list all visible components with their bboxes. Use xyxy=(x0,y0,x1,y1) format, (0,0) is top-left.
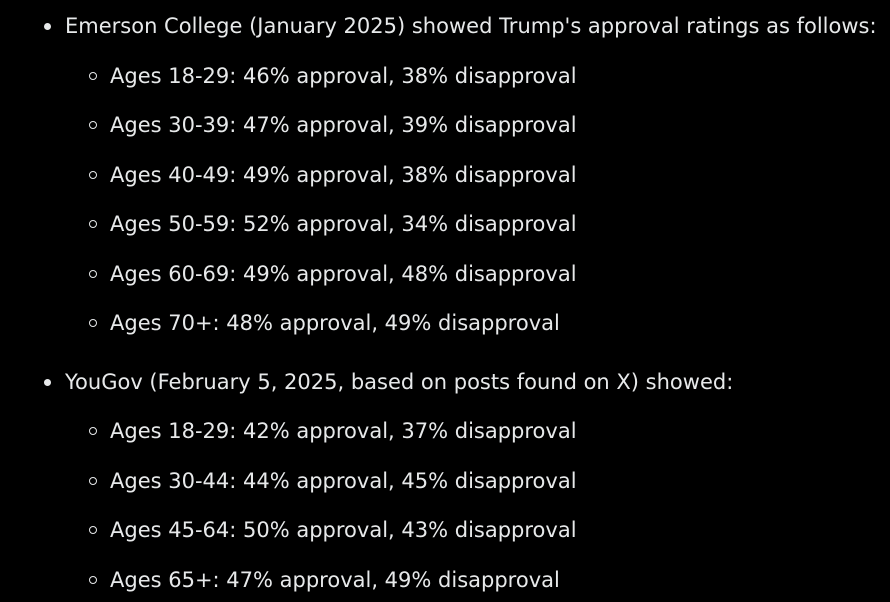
list-item-text: Ages 30-44: 44% approval, 45% disapprova… xyxy=(110,469,577,493)
poll-heading-text: YouGov (February 5, 2025, based on posts… xyxy=(65,370,734,394)
poll-heading-text: Emerson College (January 2025) showed Tr… xyxy=(65,14,877,38)
list-item-text: Ages 70+: 48% approval, 49% disapproval xyxy=(110,311,560,335)
list-item: Ages 45-64: 50% approval, 43% disapprova… xyxy=(0,517,577,543)
list-item-text: Ages 60-69: 49% approval, 48% disapprova… xyxy=(110,262,577,286)
bullet-disc-icon xyxy=(44,23,51,30)
bullet-circle-icon xyxy=(89,220,97,228)
poll-heading: Emerson College (January 2025) showed Tr… xyxy=(0,13,877,39)
bullet-disc-icon xyxy=(44,379,51,386)
list-item-text: Ages 40-49: 49% approval, 38% disapprova… xyxy=(110,163,577,187)
list-item: Ages 40-49: 49% approval, 38% disapprova… xyxy=(0,162,577,188)
list-item: Ages 70+: 48% approval, 49% disapproval xyxy=(0,310,560,336)
bullet-circle-icon xyxy=(89,171,97,179)
list-item: Ages 50-59: 52% approval, 34% disapprova… xyxy=(0,211,577,237)
bullet-circle-icon xyxy=(89,319,97,327)
bullet-circle-icon xyxy=(89,526,97,534)
bullet-circle-icon xyxy=(89,270,97,278)
list-item: Ages 18-29: 46% approval, 38% disapprova… xyxy=(0,63,577,89)
poll-heading: YouGov (February 5, 2025, based on posts… xyxy=(0,369,733,395)
bullet-circle-icon xyxy=(89,72,97,80)
list-item-text: Ages 18-29: 46% approval, 38% disapprova… xyxy=(110,64,577,88)
list-item: Ages 65+: 47% approval, 49% disapproval xyxy=(0,567,560,593)
list-item-text: Ages 65+: 47% approval, 49% disapproval xyxy=(110,568,560,592)
list-item: Ages 30-44: 44% approval, 45% disapprova… xyxy=(0,468,577,494)
bullet-circle-icon xyxy=(89,427,97,435)
bullet-circle-icon xyxy=(89,121,97,129)
list-item: Ages 30-39: 47% approval, 39% disapprova… xyxy=(0,112,577,138)
bullet-circle-icon xyxy=(89,576,97,584)
list-item-text: Ages 30-39: 47% approval, 39% disapprova… xyxy=(110,113,577,137)
list-item: Ages 18-29: 42% approval, 37% disapprova… xyxy=(0,418,577,444)
list-item-text: Ages 45-64: 50% approval, 43% disapprova… xyxy=(110,518,577,542)
list-item: Ages 60-69: 49% approval, 48% disapprova… xyxy=(0,261,577,287)
list-item-text: Ages 50-59: 52% approval, 34% disapprova… xyxy=(110,212,577,236)
bullet-circle-icon xyxy=(89,477,97,485)
list-item-text: Ages 18-29: 42% approval, 37% disapprova… xyxy=(110,419,577,443)
